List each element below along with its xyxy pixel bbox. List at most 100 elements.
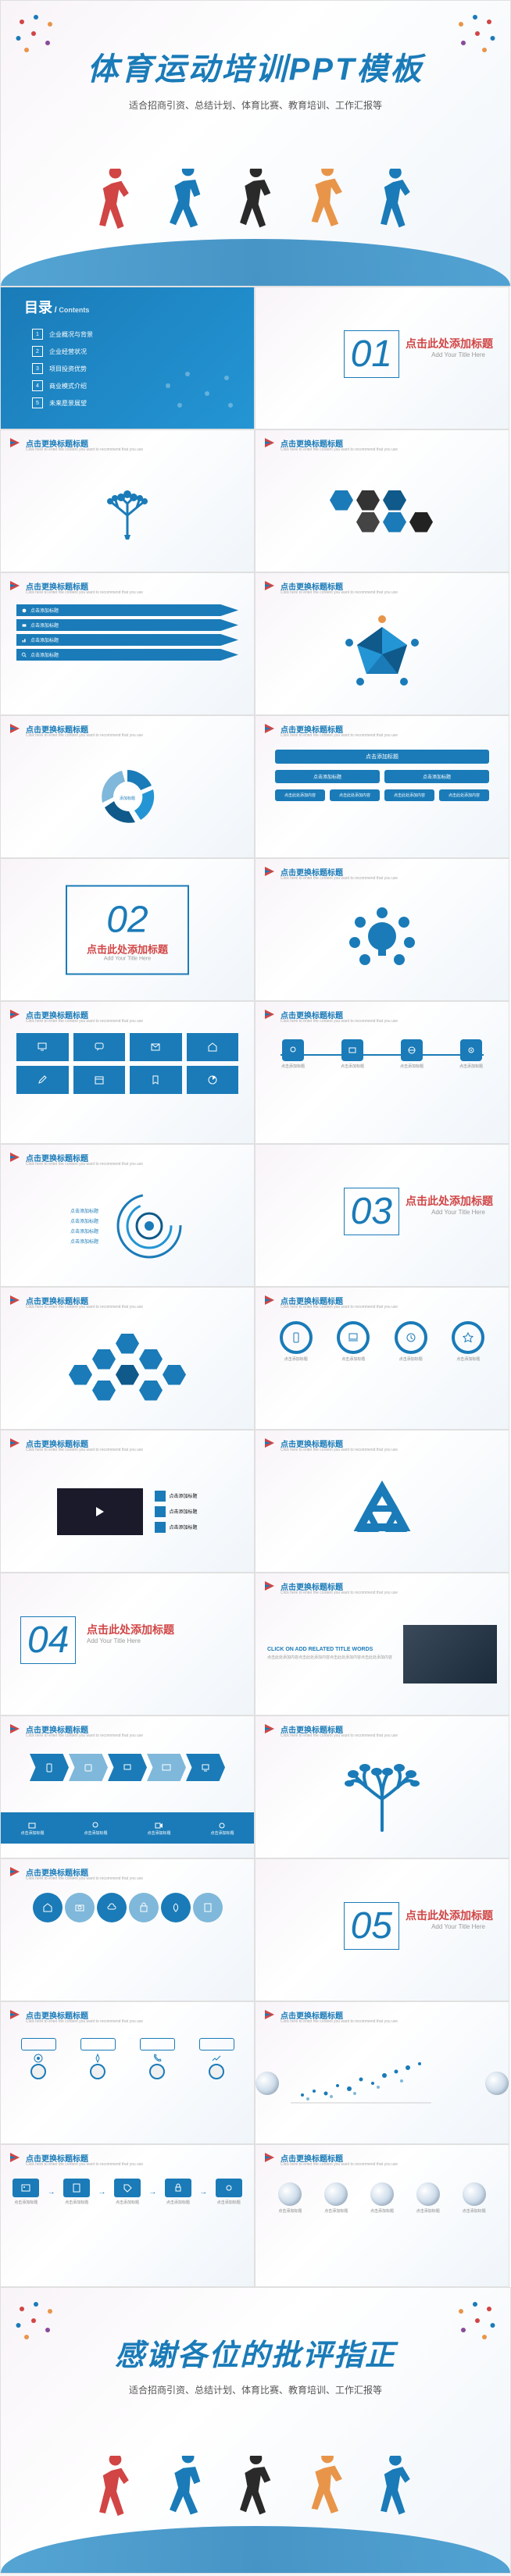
marker-icon — [263, 865, 276, 878]
recycle-triangle-icon — [351, 1480, 413, 1543]
video-thumbnail[interactable] — [57, 1488, 143, 1535]
camera-icon — [74, 1902, 85, 1913]
search-icon — [21, 652, 27, 658]
section-title: 点击此处添加标题 — [87, 941, 168, 956]
arrow-item[interactable]: 点击添加标题 — [16, 604, 238, 616]
marker-icon — [263, 436, 276, 449]
section-title: 点击此处添加标题 — [406, 1193, 493, 1209]
icon-box[interactable] — [73, 1066, 126, 1094]
tablet-icon — [84, 1763, 93, 1773]
slide-content-chevrons: 点击更换标题标题Click here to enter the content … — [0, 1716, 255, 1858]
runner-icon — [371, 2456, 422, 2542]
icon-box[interactable] — [187, 1066, 239, 1094]
content-desc: Click here to enter the content you want… — [26, 2162, 143, 2167]
bar-item: 点击此处添加内容 — [275, 789, 325, 801]
content-desc: Click here to enter the content you want… — [281, 876, 398, 881]
sphere-item: 点击添加标题 — [278, 2182, 302, 2214]
target-icon — [33, 2053, 44, 2064]
confetti-icon — [452, 12, 498, 59]
cover-title: 体育运动培训PPT模板 — [1, 44, 510, 89]
timeline-node: 点击添加标题 — [459, 1039, 483, 1069]
content-desc: Click here to enter the content you want… — [26, 1162, 143, 1167]
marker-icon — [9, 1294, 21, 1306]
confetti-icon — [13, 2300, 59, 2346]
icon-box[interactable] — [130, 1066, 182, 1094]
lightbulb-diagram — [343, 905, 421, 975]
peak-item — [80, 2038, 116, 2079]
hex-node — [139, 1381, 163, 1401]
star-icon — [462, 1331, 474, 1344]
bar-item: 点击添加标题 — [275, 750, 489, 764]
icon-box[interactable] — [187, 1033, 239, 1061]
section-number: 05 — [344, 1902, 399, 1950]
slide-content-bars: 点击更换标题标题Click here to enter the content … — [255, 715, 509, 858]
icon-box[interactable] — [16, 1066, 69, 1094]
icon-box[interactable] — [73, 1033, 126, 1061]
content-desc: Click here to enter the content you want… — [26, 590, 143, 595]
tag-icon — [123, 2183, 132, 2193]
arrow-item[interactable]: 点击添加标题 — [16, 634, 238, 646]
home-icon — [42, 1902, 53, 1913]
toc-item[interactable]: 2企业经营状况 — [32, 346, 254, 357]
globe-icon — [407, 1046, 416, 1055]
slide-closing: 感谢各位的批评指正 适合招商引资、总结计划、体育比赛、教育培训、工作汇报等 — [0, 2287, 511, 2574]
chevron-step — [69, 1754, 108, 1781]
mobile-icon — [45, 1763, 54, 1773]
rocket-icon — [92, 2053, 103, 2064]
list-item: 点击添加标题 — [155, 1506, 197, 1517]
cloud-icon — [106, 1902, 117, 1913]
cycle-diagram: 添加标题 — [92, 762, 163, 832]
panel-item: 点击添加标题 — [147, 1821, 170, 1836]
gear-icon — [217, 1821, 227, 1830]
bar-item: 点击此处添加内容 — [330, 789, 380, 801]
icon-box[interactable] — [16, 1033, 69, 1061]
runner-icon — [230, 169, 281, 255]
marker-icon — [263, 1580, 276, 1592]
arrow-item[interactable]: 点击添加标题 — [16, 649, 238, 661]
hex-photo — [383, 490, 406, 511]
hex-node — [92, 1381, 116, 1401]
icon-box[interactable] — [130, 1033, 182, 1061]
panel-item: 点击添加标题 — [84, 1821, 107, 1836]
slide-cover: 体育运动培训PPT模板 适合招商引资、总结计划、体育比赛、教育培训、工作汇报等 — [0, 0, 511, 287]
chat-icon — [94, 1042, 105, 1053]
hex-node — [92, 1349, 116, 1370]
doc-icon — [72, 2183, 81, 2193]
content-desc: Click here to enter the content you want… — [281, 447, 398, 452]
slide-content-circles: 点击更换标题标题Click here to enter the content … — [255, 1287, 509, 1430]
cloud-icon — [21, 607, 27, 614]
content-desc: Click here to enter the content you want… — [281, 1591, 398, 1595]
content-desc: Click here to enter the content you want… — [281, 1305, 398, 1309]
panel-item: 点击添加标题 — [210, 1821, 234, 1836]
slide-content-tree2: 点击更换标题标题Click here to enter the content … — [255, 1716, 509, 1858]
chain-node — [97, 1893, 127, 1922]
toc-item[interactable]: 1企业概况与背景 — [32, 329, 254, 340]
slide-section-04: 04 点击此处添加标题 Add Your Title Here — [0, 1573, 255, 1716]
hex-node — [139, 1349, 163, 1370]
trend-icon — [211, 2053, 222, 2064]
closing-subtitle: 适合招商引资、总结计划、体育比赛、教育培训、工作汇报等 — [1, 2383, 510, 2396]
hex-photo — [356, 490, 380, 511]
slide-content-hexcluster: 点击更换标题标题Click here to enter the content … — [0, 1287, 255, 1430]
mail-icon — [150, 1042, 161, 1053]
phone-icon — [290, 1331, 302, 1344]
process-step: 点击添加标题 — [216, 2179, 242, 2205]
body-text: 点击此处添加内容点击此处添加内容点击此处添加内容点击此处添加内容 — [267, 1655, 395, 1662]
tree-icon — [96, 480, 159, 543]
section-number: 01 — [344, 330, 399, 378]
process-step: 点击添加标题 — [114, 2179, 141, 2205]
bulb-icon — [288, 1046, 298, 1055]
hex-photo — [383, 512, 406, 533]
slide-content-arrows: 点击更换标题标题Click here to enter the content … — [0, 572, 255, 715]
svg-text:添加标题: 添加标题 — [120, 796, 135, 801]
arrow-icon: → — [199, 2188, 207, 2197]
section-subtitle: Add Your Title Here — [431, 1209, 485, 1216]
runner-icon — [230, 2456, 281, 2542]
chain-node — [129, 1893, 159, 1922]
marker-icon — [9, 2008, 21, 2021]
circle-item: 点击添加标题 — [337, 1321, 370, 1362]
sphere-decoration — [256, 2072, 279, 2095]
peak-item — [199, 2038, 234, 2079]
arrow-item[interactable]: 点击添加标题 — [16, 619, 238, 631]
monitor-icon — [201, 1763, 210, 1773]
